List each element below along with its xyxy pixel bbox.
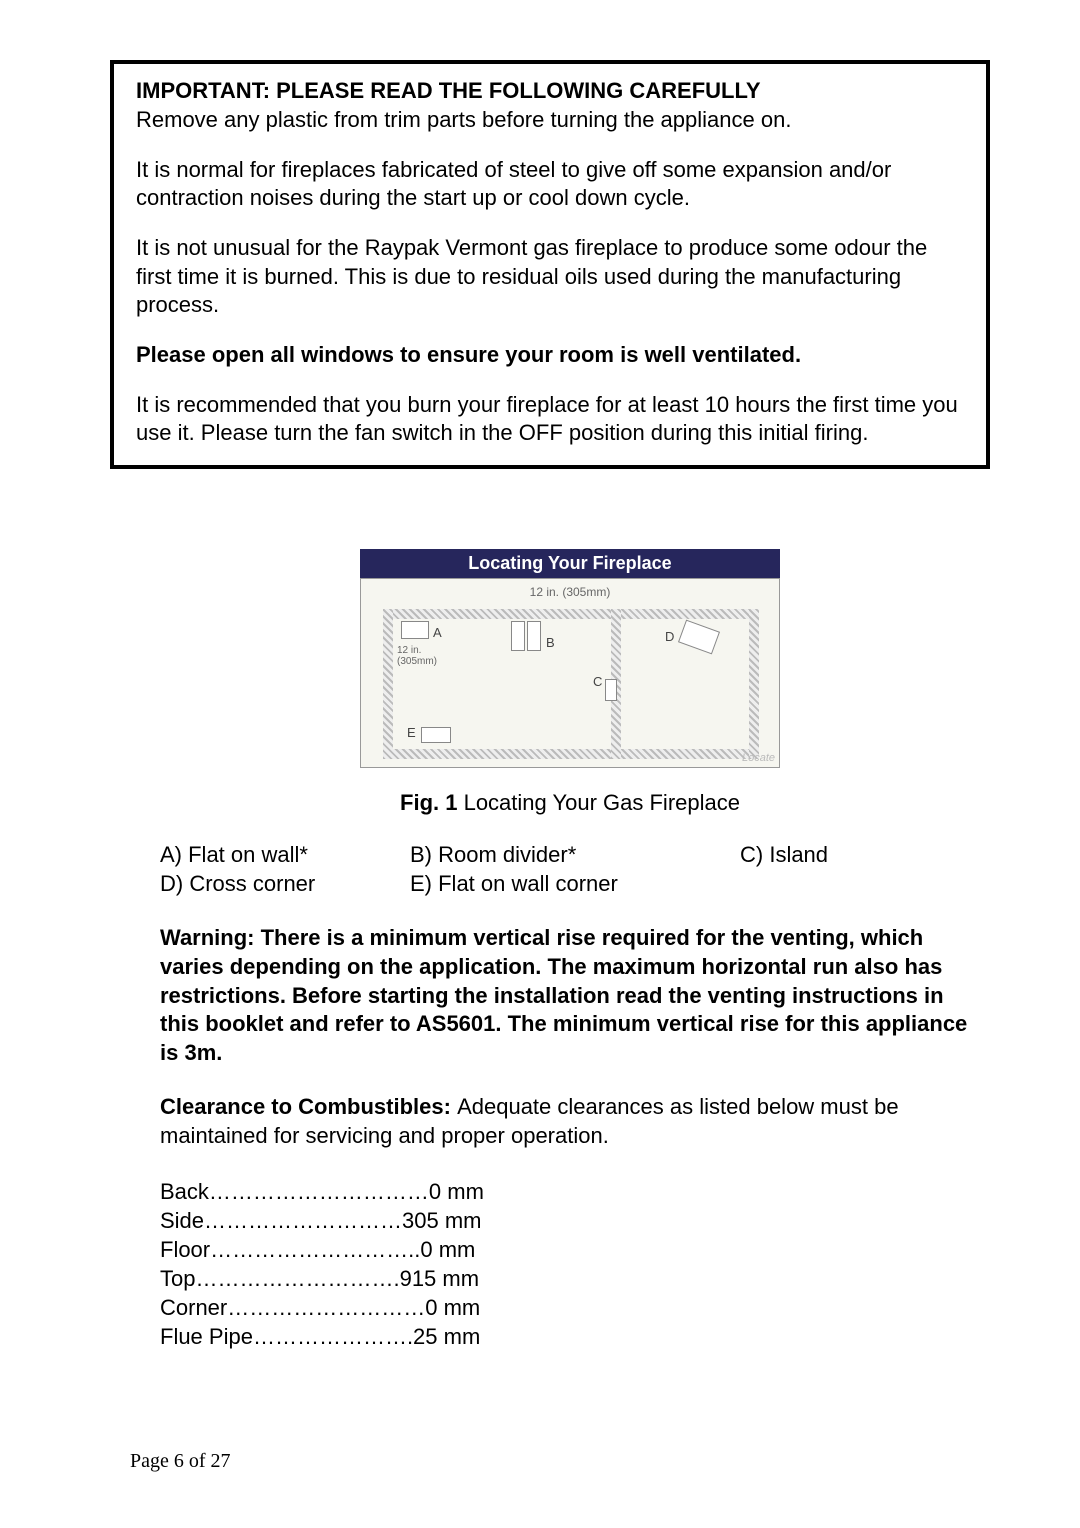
options-row-2: D) Cross corner E) Flat on wall corner [160, 869, 980, 898]
dim-left-1: 12 in. [397, 645, 421, 656]
clearance-lead: Clearance to Combustibles: Adequate clea… [160, 1093, 980, 1150]
label-d: D [665, 629, 674, 644]
label-b: B [546, 635, 555, 650]
important-p2: It is normal for fireplaces fabricated o… [136, 156, 964, 212]
clearance-back: Back…………………………0 mm [160, 1177, 980, 1206]
figure-title-bar: Locating Your Fireplace [360, 549, 780, 578]
page: IMPORTANT: PLEASE READ THE FOLLOWING CAR… [0, 0, 1080, 1528]
wall-bottom [383, 749, 759, 759]
wall-right [749, 609, 759, 759]
clearance-fluepipe: Flue Pipe………………….25 mm [160, 1322, 980, 1351]
option-a: A) Flat on wall* [160, 840, 410, 869]
clearance-list: Back…………………………0 mm Side………………………305 mm F… [160, 1177, 980, 1351]
dim-left-2: (305mm) [397, 656, 437, 667]
important-p5: It is recommended that you burn your fir… [136, 391, 964, 447]
options-row-1: A) Flat on wall* B) Room divider* C) Isl… [160, 840, 980, 869]
label-a: A [433, 625, 442, 640]
unit-b-right [527, 621, 541, 651]
wall-top [383, 609, 759, 619]
clearance-top: Top……………………….915 mm [160, 1264, 980, 1293]
wall-left [383, 609, 393, 759]
figure: Locating Your Fireplace 12 in. (305mm) 1… [160, 549, 980, 840]
important-title: IMPORTANT: PLEASE READ THE FOLLOWING CAR… [136, 78, 761, 103]
unit-e [421, 727, 451, 743]
unit-a [401, 621, 429, 639]
figure-caption-text: Locating Your Gas Fireplace [457, 790, 740, 815]
figure-caption: Fig. 1 Locating Your Gas Fireplace [160, 790, 980, 816]
clearance-corner: Corner………………………0 mm [160, 1293, 980, 1322]
figure-diagram: 12 in. (305mm) 12 in. (305mm) A B C [360, 578, 780, 768]
unit-d [678, 620, 720, 655]
important-p1: Remove any plastic from trim parts befor… [136, 106, 964, 134]
option-c: C) Island [740, 840, 980, 869]
unit-b-left [511, 621, 525, 651]
important-p4: Please open all windows to ensure your r… [136, 341, 964, 369]
dim-top-label: 12 in. (305mm) [361, 585, 779, 599]
warning-text: Warning: There is a minimum vertical ris… [160, 924, 980, 1067]
clearance-lead-bold: Clearance to Combustibles: [160, 1094, 457, 1119]
option-b: B) Room divider* [410, 840, 740, 869]
dim-left-label: 12 in. (305mm) [397, 645, 437, 667]
option-d: D) Cross corner [160, 869, 410, 898]
label-e: E [407, 725, 416, 740]
clearance-side: Side………………………305 mm [160, 1206, 980, 1235]
clearance-floor: Floor………………………..0 mm [160, 1235, 980, 1264]
label-c: C [593, 674, 602, 689]
important-box: IMPORTANT: PLEASE READ THE FOLLOWING CAR… [110, 60, 990, 469]
placement-options: A) Flat on wall* B) Room divider* C) Isl… [160, 840, 980, 898]
option-e: E) Flat on wall corner [410, 869, 740, 898]
locate-watermark: Locate [742, 752, 775, 764]
unit-c [605, 679, 617, 701]
figure-caption-label: Fig. 1 [400, 790, 457, 815]
page-footer: Page 6 of 27 [130, 1450, 231, 1473]
important-p3: It is not unusual for the Raypak Vermont… [136, 234, 964, 318]
